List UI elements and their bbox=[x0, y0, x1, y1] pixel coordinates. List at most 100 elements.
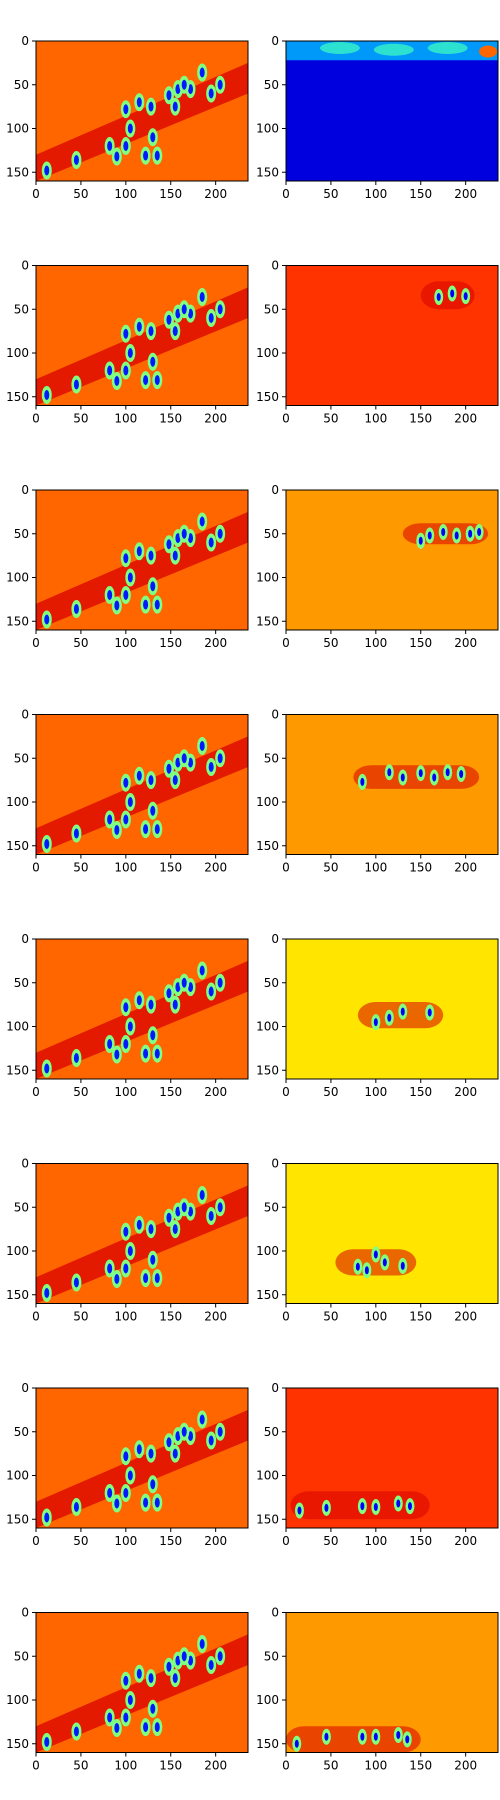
heatmap-blob-core bbox=[123, 1676, 128, 1686]
heatmap-blob-core bbox=[464, 292, 468, 300]
heatmap-blob-core bbox=[218, 1651, 223, 1661]
heatmap-blob-core bbox=[155, 375, 160, 385]
heatmap-blob-core bbox=[128, 1695, 133, 1705]
heatmap-blob-core bbox=[143, 824, 148, 834]
heatmap-blob-core bbox=[173, 1449, 178, 1459]
x-tick-label: 0 bbox=[282, 187, 290, 201]
heatmap-blob-core bbox=[295, 1740, 299, 1748]
heatmap-blob-core bbox=[107, 1488, 112, 1498]
heatmap-panel: 0 50 100 150 200 0 50 100 150 bbox=[256, 483, 498, 650]
x-tick-label: 200 bbox=[204, 1310, 227, 1324]
heatmap-blob-core bbox=[128, 348, 133, 358]
y-tick-label: 50 bbox=[14, 751, 29, 765]
y-tick-label: 150 bbox=[6, 614, 29, 628]
heatmap-blob-core bbox=[74, 829, 79, 839]
heatmap-blob-core bbox=[218, 753, 223, 763]
heatmap-blob-core bbox=[455, 532, 459, 540]
y-tick-label: 150 bbox=[6, 390, 29, 404]
heatmap-blob-core bbox=[437, 293, 441, 301]
x-tick-label: 0 bbox=[32, 1759, 40, 1773]
heatmap-blob-core bbox=[297, 1507, 301, 1515]
y-tick-label: 100 bbox=[256, 122, 279, 136]
x-tick-label: 100 bbox=[364, 412, 387, 426]
heatmap-blob-core bbox=[137, 1669, 142, 1679]
x-tick-label: 200 bbox=[454, 861, 477, 875]
x-tick-label: 100 bbox=[364, 1534, 387, 1548]
heatmap-blob bbox=[479, 46, 497, 58]
y-tick-label: 0 bbox=[271, 34, 279, 48]
y-tick-label: 0 bbox=[271, 1381, 279, 1395]
heatmap-panel: 0 50 100 150 200 0 50 100 150 bbox=[6, 483, 248, 650]
heatmap-blob-core bbox=[428, 1009, 432, 1017]
x-tick-label: 50 bbox=[73, 636, 88, 650]
heatmap-blob-core bbox=[200, 1639, 205, 1649]
heatmap-blob-core bbox=[44, 1064, 49, 1074]
heatmap-blob-core bbox=[150, 1479, 155, 1489]
x-tick-label: 0 bbox=[282, 1310, 290, 1324]
heatmap-blob-core bbox=[374, 1251, 378, 1259]
x-tick-label: 200 bbox=[204, 1534, 227, 1548]
x-tick-label: 200 bbox=[204, 1085, 227, 1099]
x-tick-label: 200 bbox=[204, 412, 227, 426]
x-tick-label: 200 bbox=[454, 1310, 477, 1324]
heatmap-blob-core bbox=[137, 546, 142, 556]
y-tick-label: 0 bbox=[21, 259, 29, 273]
heatmap-blob-core bbox=[123, 141, 128, 151]
y-tick-label: 0 bbox=[271, 259, 279, 273]
heatmap-blob-core bbox=[396, 1500, 400, 1508]
heatmap-blob-core bbox=[374, 1733, 378, 1741]
heatmap-blob-core bbox=[128, 1471, 133, 1481]
y-tick-label: 100 bbox=[256, 1693, 279, 1707]
heatmap-blob-core bbox=[155, 600, 160, 610]
heatmap-blob-core bbox=[173, 775, 178, 785]
heatmap-blob-core bbox=[143, 600, 148, 610]
x-tick-label: 50 bbox=[323, 1085, 338, 1099]
heatmap-blob-core bbox=[123, 778, 128, 788]
x-tick-label: 50 bbox=[323, 861, 338, 875]
heatmap-blob-core bbox=[477, 528, 481, 536]
heatmap-blob-core bbox=[200, 741, 205, 751]
heatmap-blob-core bbox=[150, 806, 155, 816]
heatmap-blob-core bbox=[166, 539, 171, 549]
heatmap-blob-core bbox=[209, 762, 214, 772]
heatmap-blob-core bbox=[387, 768, 391, 776]
y-tick-label: 100 bbox=[6, 1693, 29, 1707]
heatmap-blob-core bbox=[173, 551, 178, 561]
x-tick-label: 200 bbox=[454, 636, 477, 650]
heatmap-blob-core bbox=[123, 1488, 128, 1498]
x-tick-label: 50 bbox=[323, 636, 338, 650]
heatmap-blob-core bbox=[137, 1220, 142, 1230]
heatmap-panel: 0 50 100 150 200 0 50 100 150 bbox=[6, 259, 248, 426]
x-tick-label: 100 bbox=[364, 1085, 387, 1099]
heatmap-blob-core bbox=[432, 774, 436, 782]
x-tick-label: 150 bbox=[409, 1534, 432, 1548]
heatmap-blob-core bbox=[143, 151, 148, 161]
heatmap-blob-core bbox=[150, 581, 155, 591]
heatmap-blob-core bbox=[74, 1502, 79, 1512]
heatmap-panel: 0 50 100 150 200 0 50 100 150 bbox=[256, 1157, 498, 1324]
y-tick-label: 100 bbox=[6, 795, 29, 809]
heatmap-blob-core bbox=[218, 978, 223, 988]
y-tick-label: 50 bbox=[264, 78, 279, 92]
y-tick-label: 0 bbox=[21, 1606, 29, 1620]
x-tick-label: 150 bbox=[159, 1310, 182, 1324]
y-tick-label: 50 bbox=[264, 751, 279, 765]
x-tick-label: 150 bbox=[409, 1310, 432, 1324]
x-tick-label: 0 bbox=[32, 187, 40, 201]
heatmap-blob-core bbox=[123, 104, 128, 114]
x-tick-label: 0 bbox=[282, 1085, 290, 1099]
heatmap-blob-core bbox=[383, 1258, 387, 1266]
heatmap-blob-core bbox=[123, 1713, 128, 1723]
heatmap-blob-core bbox=[173, 1224, 178, 1234]
heatmap-blob-core bbox=[374, 1503, 378, 1511]
heatmap-blob-core bbox=[459, 770, 463, 778]
x-tick-label: 150 bbox=[159, 412, 182, 426]
heatmap-blob-core bbox=[114, 152, 119, 162]
heatmap-blob-core bbox=[209, 89, 214, 99]
heatmap-panel: 0 50 100 150 200 0 50 100 150 bbox=[6, 1606, 248, 1773]
x-tick-label: 150 bbox=[159, 636, 182, 650]
x-tick-label: 50 bbox=[323, 1759, 338, 1773]
heatmap-background bbox=[286, 41, 498, 181]
heatmap-blob-core bbox=[143, 1049, 148, 1059]
heatmap-blob-core bbox=[74, 1727, 79, 1737]
